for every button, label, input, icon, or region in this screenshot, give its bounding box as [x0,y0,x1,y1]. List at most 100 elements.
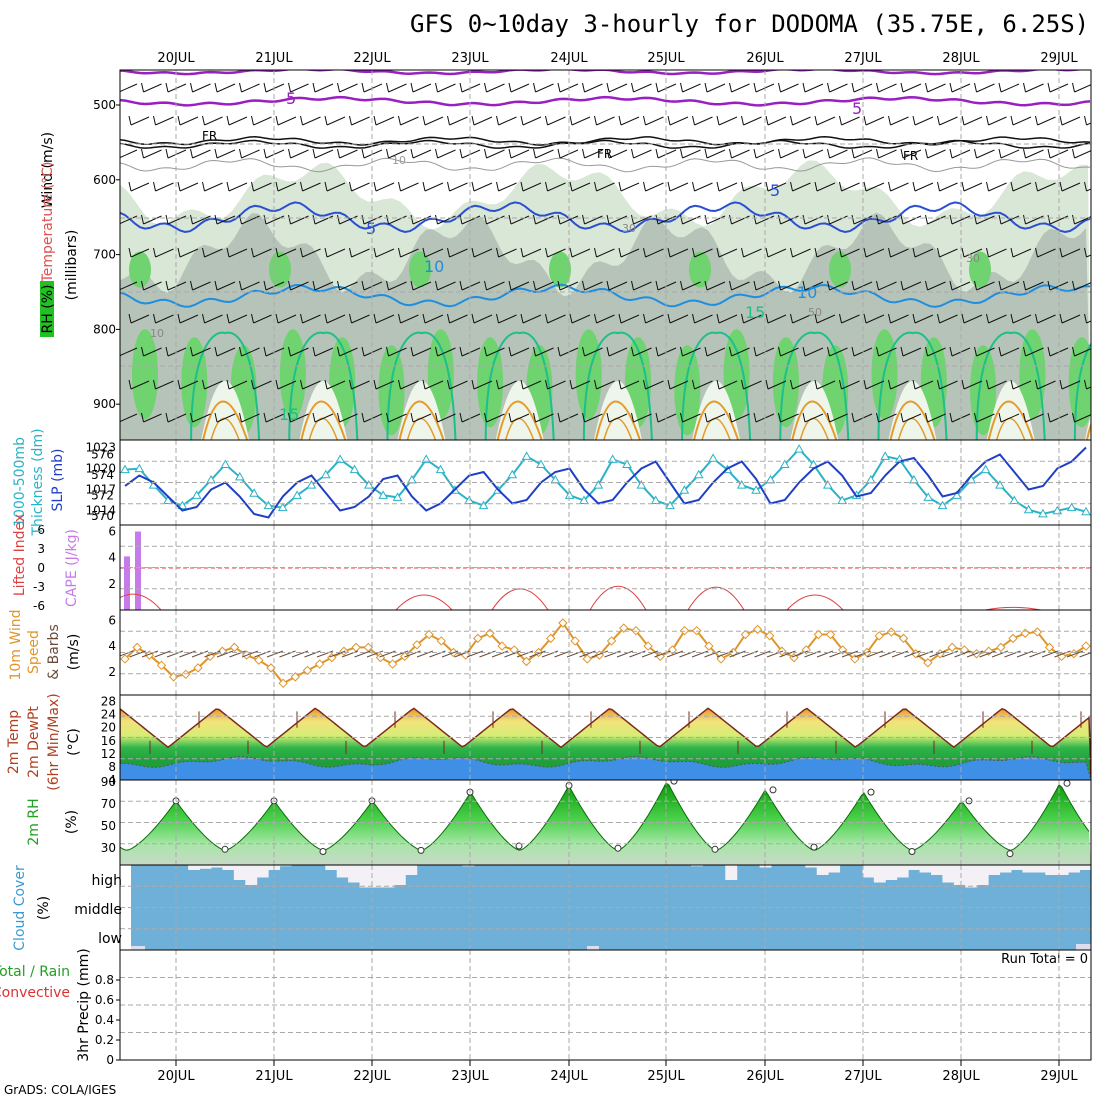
rh2m-trough-marker [711,845,719,853]
wind-barb [645,116,664,126]
thickness-line-marker [622,459,632,469]
wind-barb [657,347,677,357]
surface-wind-barb [416,650,434,658]
isotherm-20-dome [693,400,740,440]
wind10-line-marker [996,642,1006,653]
wind-barb-flag [937,181,940,192]
thickness-line-marker [349,464,360,474]
wind-barb-flag [741,313,744,324]
wind-barb [120,83,138,93]
wind10-line-marker [959,645,970,655]
wind-barb-flag [716,115,720,126]
rh2m-tick-30: 30 [101,841,116,855]
high-cloud-gap [942,865,955,883]
rh2m-unit-label-part: (%) [64,810,80,834]
wind-barb-flag [1023,280,1026,291]
wind-barb-flag [778,148,781,159]
wind-barb-flag [912,181,916,192]
precip-axis-label: 3hr Precip (mm) [76,948,92,1061]
wind-barb-flag [1047,82,1051,93]
wind-barb [1074,84,1091,93]
wind-barb [1025,215,1044,225]
wind-barb-flag [569,313,573,324]
wind-barb-flag [398,247,401,258]
wind-barb [571,182,591,192]
wind-barb-flag [1059,379,1063,390]
wind-barb [608,413,628,423]
wind-barb-flag [1035,181,1038,192]
slp-line-group [124,446,1087,519]
temp2m-tick-28: 28 [101,695,116,709]
wind-barb [241,413,260,423]
wind-barb-flag [1023,148,1026,159]
wind-barb-flag [1072,82,1075,93]
wind-barb [339,215,358,225]
wind-barb [498,314,517,324]
high-cloud-gap [336,865,349,878]
wind-barb [326,116,346,126]
wind-barb [241,347,260,357]
wind-barb [547,314,566,324]
cape-axis-label-part: CAPE (J/kg) [64,529,80,607]
wind-barb [461,413,481,423]
wind-barb-flag [876,280,879,291]
thickness-tick-572: 572 [91,488,114,502]
thickness-line-marker [392,492,403,501]
wind10-line-marker [302,665,313,676]
wind10-line-marker [509,645,519,655]
wind-barb-flag [459,346,463,357]
wind-barb [535,149,554,159]
wind10-line-marker [290,672,301,682]
dry-layer-cell [888,380,937,440]
wind-barb-flag [239,346,242,357]
wind-barb [522,182,542,192]
isotherm-20-dome [594,400,641,440]
top-date-label: 23JUL [451,51,489,66]
cloud-level-high: high [91,873,122,889]
wind10-line-marker [351,642,361,653]
wind-barb [976,281,995,291]
high-cloud-gap [1068,865,1081,873]
wind-barb [596,116,615,126]
high-cloud-gap [279,865,292,867]
wind-barb-flag [1035,313,1038,324]
wind-barb [816,380,836,390]
wind-barb [1086,122,1091,126]
wind-barb [473,116,493,126]
wind-barb [1061,380,1081,390]
wind-barb [1000,215,1020,225]
wind-barb [829,281,848,291]
surface-wind-barb [529,650,546,658]
wind-barb-flag [937,313,940,324]
wind-barb-flag [925,280,928,291]
wind-barb [510,149,530,159]
isotherm-label-15: 15 [745,303,765,322]
wind-barb-flag [631,346,634,357]
wind-barb [400,248,419,258]
wind-barb [351,116,370,126]
rh-70-blob [378,345,405,436]
wind-barb-flag [863,247,867,258]
thickness-line-marker [292,490,302,499]
wind-barb-flag [447,379,450,390]
pressure-axis-label-part: (millibars) [64,230,80,301]
wind10-line-marker [740,629,751,640]
wind-barb-flag [912,313,916,324]
wind-barb [179,116,199,126]
wind-barb-flag [1084,313,1087,324]
wind-barb-flag [925,346,928,357]
wind-barb-flag [888,313,891,324]
wind-barb-flag [851,82,855,93]
wind-barb [1000,83,1020,93]
lifted-tick-3: -3 [33,580,45,594]
wind-barb-flag [190,148,193,159]
wind-barb-flag [496,181,499,192]
rh-70-blob [969,251,991,288]
precip-tick-0.8: 0.8 [95,973,114,987]
top-date-label: 26JUL [746,51,784,66]
thickness-line-marker [822,480,833,489]
wind-barb [388,83,407,93]
wind-barb-flag [716,181,720,192]
wind10-line-marker [983,646,994,656]
high-cloud-gap [1056,865,1069,875]
